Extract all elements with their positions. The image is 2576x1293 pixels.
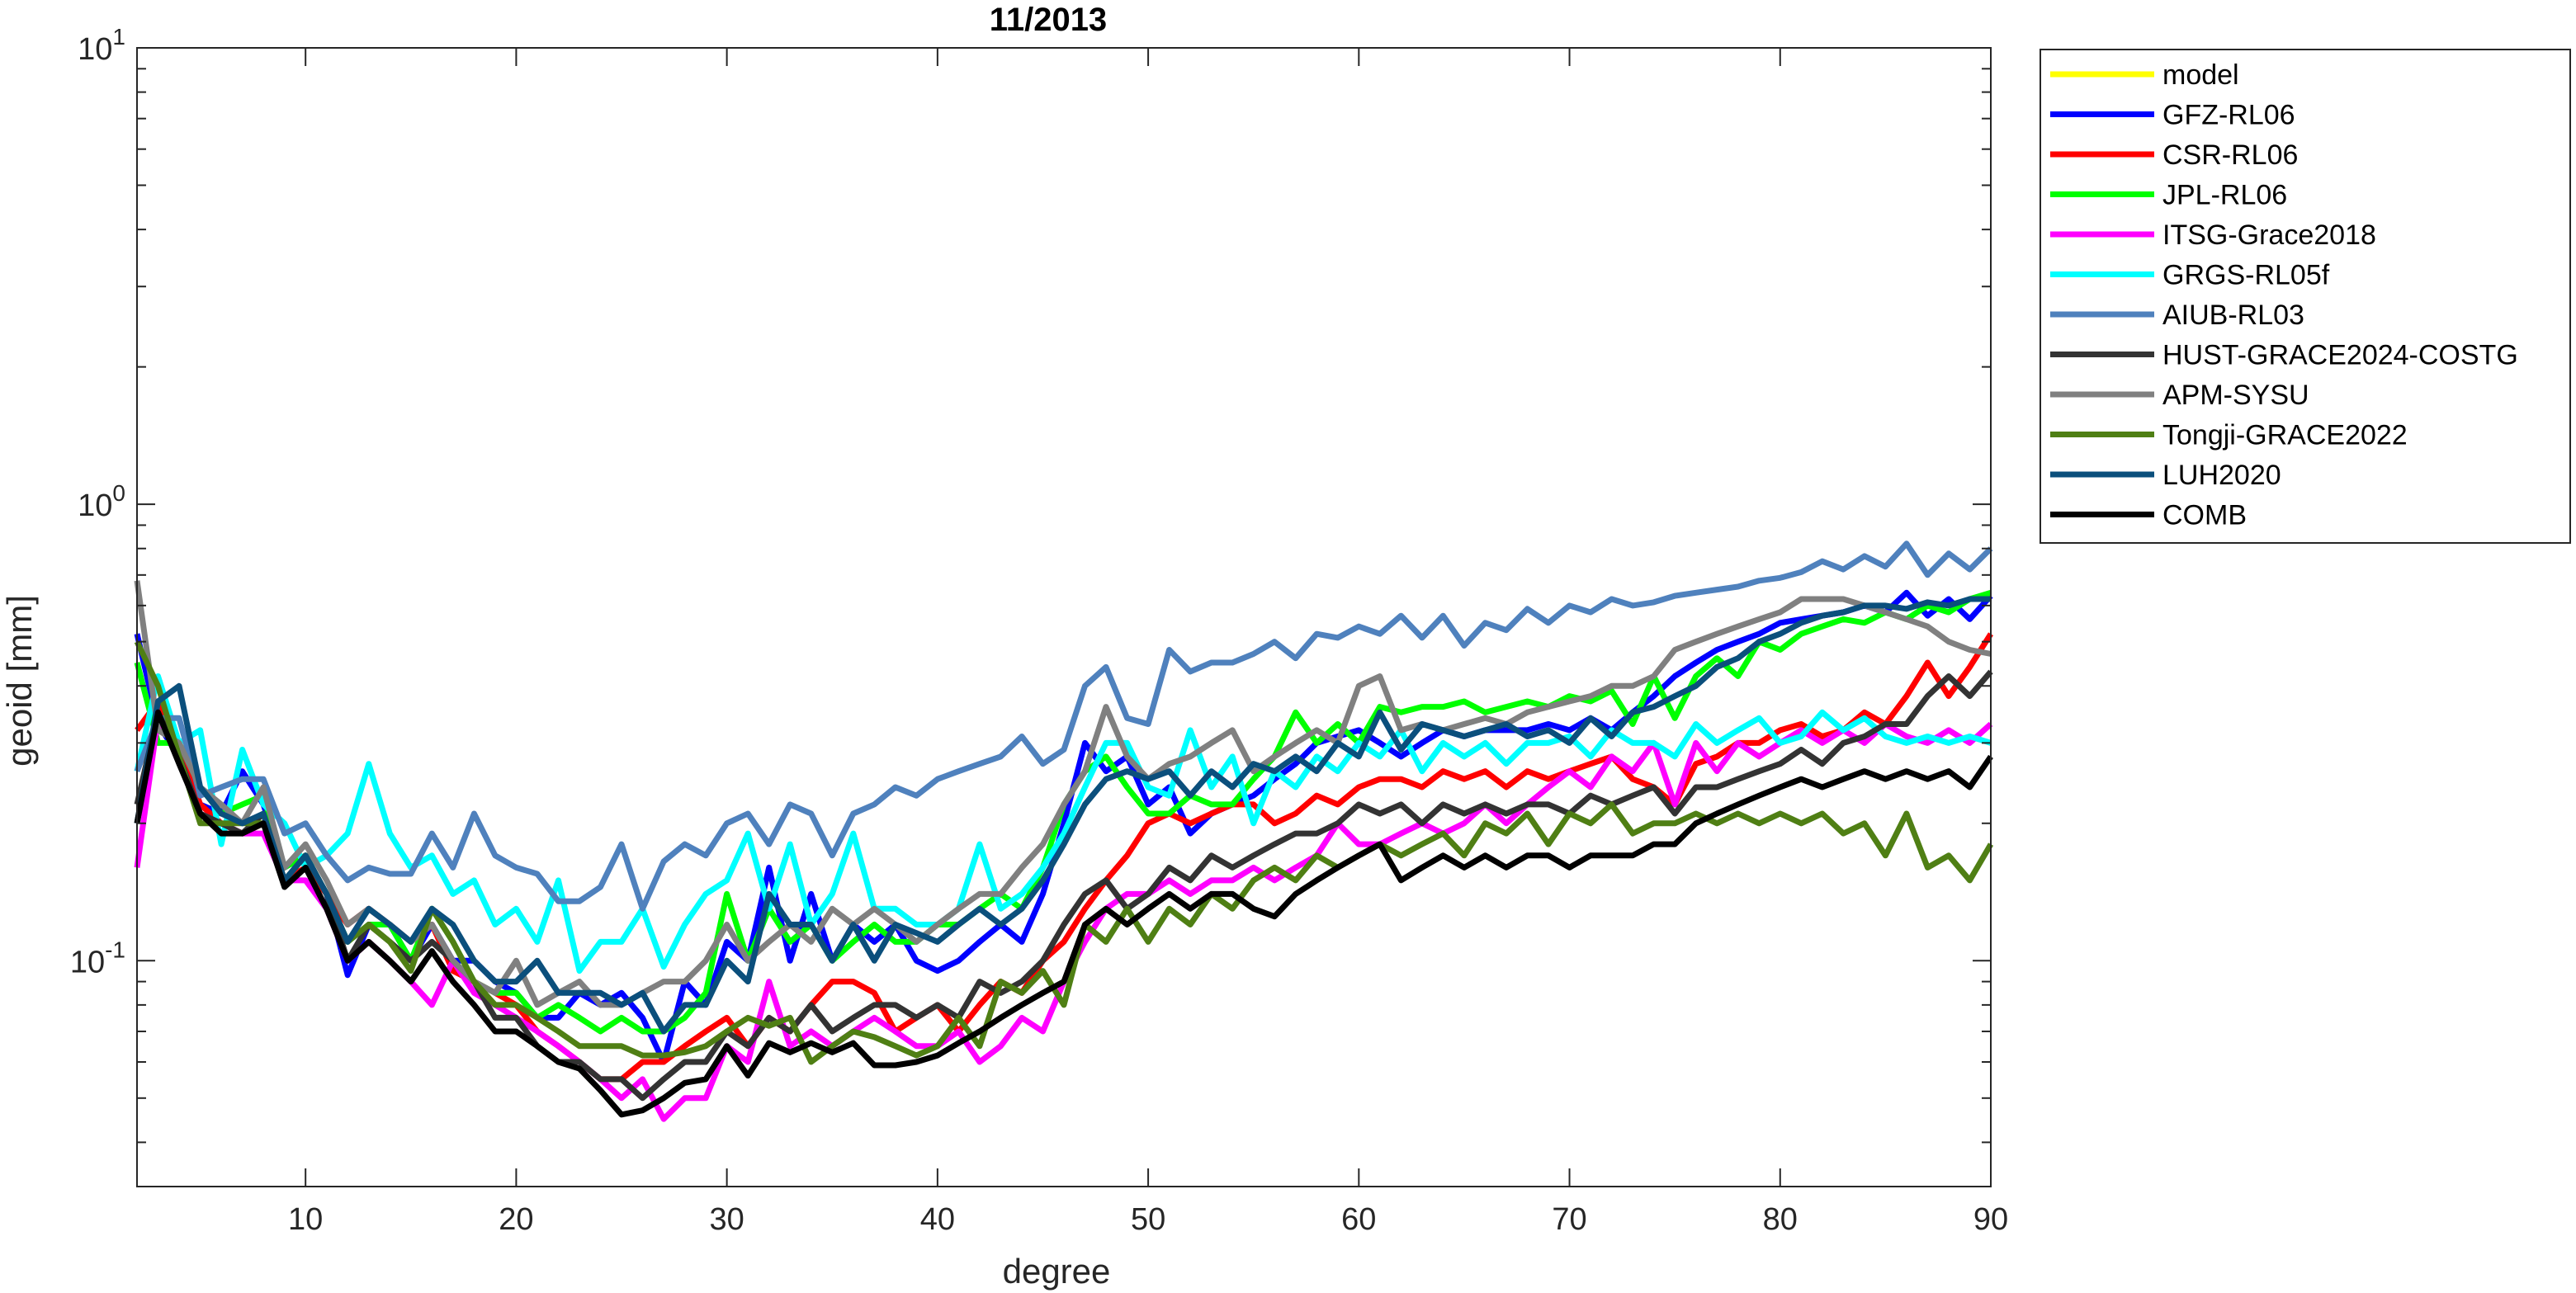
series-line-comb — [134, 709, 1993, 1118]
series-line-aiub-rl03 — [134, 540, 1993, 912]
axes-frame — [136, 47, 1992, 1187]
x-tick-label: 10 — [288, 1202, 323, 1237]
y-axis-label: geoid [mm] — [0, 595, 39, 767]
legend-label-grgs-rl05f: GRGS-RL05f — [2162, 260, 2330, 291]
series-line-luh2020 — [134, 596, 1991, 1035]
x-tick-label: 30 — [709, 1202, 744, 1237]
x-tick-label: 60 — [1341, 1202, 1376, 1237]
series-line-tongji-grace2022 — [134, 640, 1994, 1065]
legend-label-model: model — [2162, 59, 2239, 91]
x-tick-label: 50 — [1131, 1202, 1165, 1237]
series-line-grgs-rl05f — [134, 673, 1992, 974]
legend-label-aiub-rl03: AIUB-RL03 — [2162, 300, 2304, 331]
y-tick-label: 10-1 — [70, 937, 125, 979]
legend-label-csr-rl06: CSR-RL06 — [2162, 139, 2298, 171]
x-tick-label: 80 — [1763, 1202, 1798, 1237]
series-line-apm-sysu — [134, 580, 1992, 1008]
legend: model GFZ-RL06 CSR-RL06 JPL-RL06 ITSG-Grace2… — [2040, 49, 2571, 544]
chart-title: 11/2013 — [990, 2, 1107, 38]
series-line-hust-grace2024-costg — [134, 669, 1993, 1102]
legend-label-itsg-grace2018: ITSG-Grace2018 — [2162, 219, 2376, 251]
legend-label-jpl-rl06: JPL-RL06 — [2162, 180, 2287, 211]
legend-label-apm-sysu: APM-SYSU — [2162, 380, 2309, 411]
x-tick-label: 40 — [920, 1202, 955, 1237]
legend-label-gfz-rl06: GFZ-RL06 — [2162, 100, 2295, 131]
legend-label-comb: COMB — [2162, 500, 2247, 531]
y-tick-label: 100 — [78, 480, 125, 523]
legend-label-hust-grace2024-costg: HUST-GRACE2024-COSTG — [2162, 340, 2518, 371]
plot-background — [137, 48, 1991, 1187]
legend-label-tongji-grace2022: Tongji-GRACE2022 — [2162, 420, 2408, 451]
x-tick-label: 90 — [1973, 1202, 2008, 1237]
y-tick-label: 101 — [78, 24, 125, 67]
y-axis-ticks: 10-1 100 101 — [70, 24, 1991, 1144]
legend-label-luh2020: LUH2020 — [2162, 460, 2281, 491]
legend-box — [2040, 49, 2571, 544]
x-axis-label: degree — [1003, 1252, 1111, 1291]
x-tick-label: 20 — [499, 1202, 533, 1237]
x-axis-ticks: 10 20 30 40 50 60 70 80 90 — [288, 48, 2008, 1237]
x-tick-label: 70 — [1552, 1202, 1586, 1237]
plot-area — [134, 47, 1994, 1187]
